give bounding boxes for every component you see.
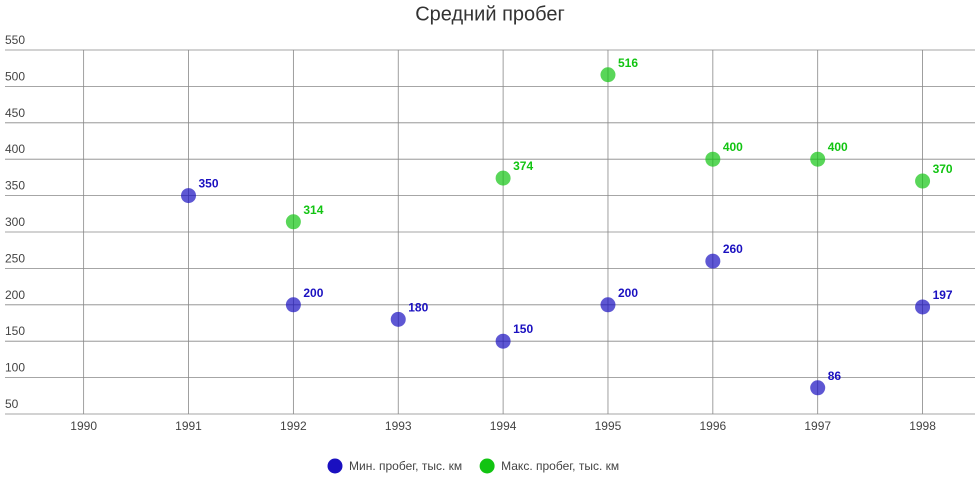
y-tick-label: 100: [5, 361, 25, 375]
data-label: 400: [828, 140, 848, 154]
legend-marker: [327, 458, 343, 474]
point: [915, 173, 931, 189]
point: [285, 297, 301, 313]
data-label: 370: [933, 162, 953, 176]
y-tick-label: 400: [5, 142, 25, 156]
y-tick-label: 150: [5, 324, 25, 338]
y-tick-label: 500: [5, 69, 25, 83]
point: [915, 299, 931, 315]
point: [600, 297, 616, 313]
y-tick-label: 350: [5, 179, 25, 193]
data-label: 374: [513, 159, 533, 173]
x-tick-label: 1997: [804, 419, 831, 433]
y-tick-label: 550: [5, 33, 25, 47]
data-label: 200: [618, 286, 638, 300]
x-tick-label: 1990: [70, 419, 97, 433]
point: [495, 333, 511, 349]
data-label: 180: [408, 300, 428, 314]
data-label: 516: [618, 56, 638, 70]
y-tick-label: 300: [5, 215, 25, 229]
data-label: 200: [303, 286, 323, 300]
y-tick-label: 200: [5, 288, 25, 302]
legend-marker: [479, 458, 495, 474]
point: [705, 151, 721, 167]
point: [285, 214, 301, 230]
x-tick-label: 1995: [595, 419, 622, 433]
point: [810, 151, 826, 167]
x-tick-label: 1994: [490, 419, 517, 433]
point: [600, 67, 616, 83]
y-tick-label: 50: [5, 397, 19, 411]
legend-label: Макс. пробег, тыс. км: [501, 459, 619, 473]
data-label: 314: [303, 203, 323, 217]
chart-title: Средний пробег: [415, 3, 565, 25]
x-tick-label: 1998: [909, 419, 936, 433]
point: [705, 253, 721, 269]
data-label: 197: [933, 288, 953, 302]
x-tick-label: 1996: [699, 419, 726, 433]
data-label: 350: [199, 177, 219, 191]
legend-label: Мин. пробег, тыс. км: [349, 459, 462, 473]
x-tick-label: 1991: [175, 419, 202, 433]
point: [495, 170, 511, 186]
point: [181, 188, 197, 204]
data-label: 86: [828, 369, 842, 383]
data-label: 150: [513, 322, 533, 336]
data-label: 400: [723, 140, 743, 154]
point: [390, 311, 406, 327]
x-tick-label: 1993: [385, 419, 412, 433]
x-tick-label: 1992: [280, 419, 307, 433]
y-tick-label: 250: [5, 251, 25, 265]
data-label: 260: [723, 242, 743, 256]
point: [810, 380, 826, 396]
y-tick-label: 450: [5, 106, 25, 120]
